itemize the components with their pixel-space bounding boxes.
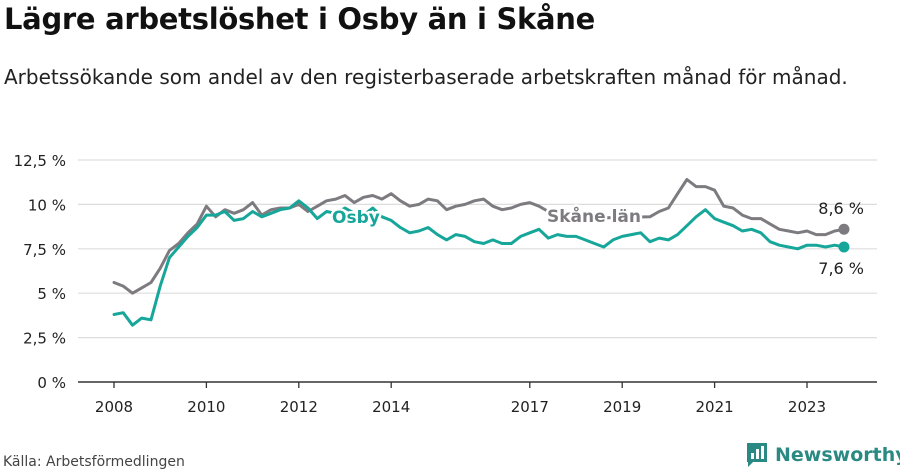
x-tick-label: 2010: [187, 398, 225, 416]
series-line-skane: [112, 178, 846, 295]
series-line-osby: [112, 199, 846, 327]
x-tick-label: 2012: [280, 398, 318, 416]
y-tick-label: 10 %: [28, 196, 66, 214]
y-tick-label: 0 %: [37, 374, 66, 392]
end-value-label-osby: 7,6 %: [818, 259, 864, 278]
x-tick-label: 2019: [603, 398, 641, 416]
end-point-skane: [838, 223, 850, 235]
source-note: Källa: Arbetsförmedlingen: [3, 454, 185, 470]
y-tick-label: 5 %: [37, 285, 66, 303]
page-subtitle: Arbetssökande som andel av den registerb…: [4, 65, 848, 89]
brand-name: Newsworthy: [775, 444, 900, 466]
y-tick-label: 7,5 %: [23, 241, 66, 259]
x-tick-label: 2023: [788, 398, 826, 416]
series-label-osby: Osby: [332, 208, 380, 228]
y-tick-label: 2,5 %: [23, 330, 66, 348]
y-tick-label: 12,5 %: [14, 152, 66, 170]
series-label-skane: Skåne län: [547, 205, 641, 227]
x-tick-label: 2008: [95, 398, 133, 416]
end-value-label-skane: 8,6 %: [818, 199, 864, 218]
newsworthy-logo-icon: [747, 443, 767, 467]
x-tick-label: 2021: [696, 398, 734, 416]
page-title: Lägre arbetslöshet i Osby än i Skåne: [4, 2, 596, 36]
brand-logo: Newsworthy: [745, 440, 900, 470]
x-tick-label: 2017: [511, 398, 549, 416]
x-tick-label: 2014: [372, 398, 410, 416]
end-point-osby: [838, 241, 850, 253]
